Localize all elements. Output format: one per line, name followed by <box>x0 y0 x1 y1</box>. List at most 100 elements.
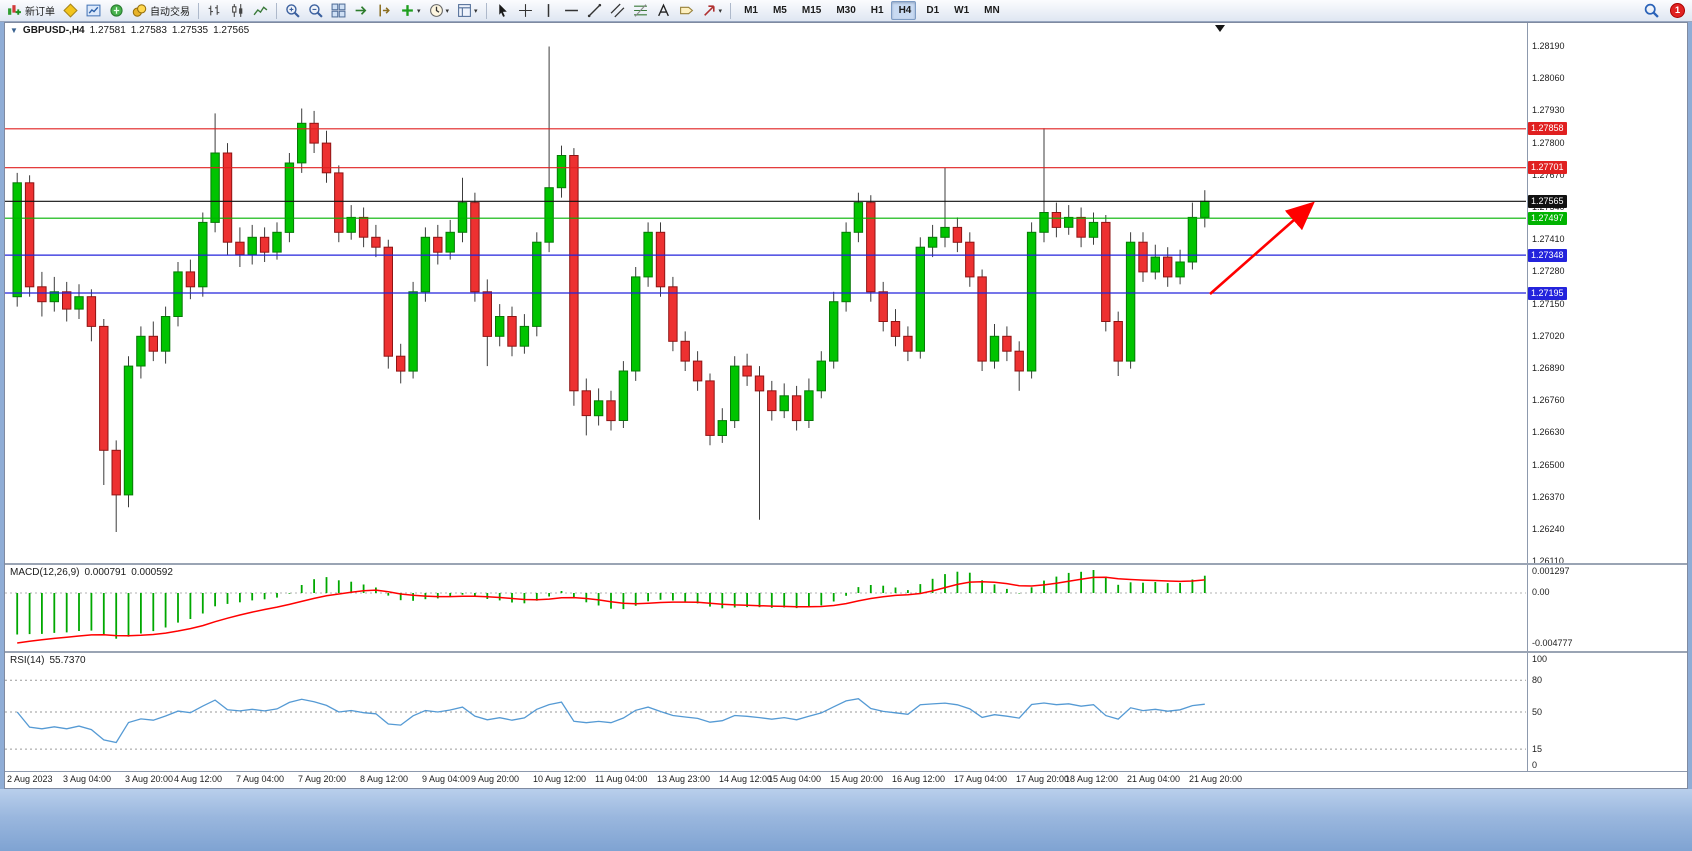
arrow-objects-dropdown-icon[interactable]: ▾ <box>718 7 723 15</box>
tf-m1-button[interactable]: M1 <box>736 1 763 20</box>
tf-m30-button[interactable]: M30 <box>828 1 860 20</box>
chart-shift-button[interactable] <box>374 1 395 20</box>
rsi-value: 55.7370 <box>49 655 86 666</box>
macd-scale-label: -0.004777 <box>1532 638 1573 648</box>
navigator-icon <box>109 3 124 18</box>
metaeditor-button[interactable] <box>60 1 81 20</box>
templates-dropdown-icon[interactable]: ▾ <box>474 7 478 15</box>
toolbar-groups: 新订单 自动交易 ▾ ▾ ▾ ▾ M1 M5 M15 M30 H1 H4 D1 W1 MN <box>3 1 1640 20</box>
price-line-label: 1.27348 <box>1528 249 1567 262</box>
rsi-scale-label: 50 <box>1532 707 1543 717</box>
indicators-icon <box>400 3 415 18</box>
main-price-panel: ▼ GBPUSD-,H4 1.27581 1.27583 1.27535 1.2… <box>5 23 1687 566</box>
trendline-button[interactable] <box>584 1 605 20</box>
tf-h4-button[interactable]: H4 <box>890 1 917 20</box>
vertical-line-button[interactable] <box>538 1 559 20</box>
price-tick: 1.26500 <box>1532 460 1565 470</box>
chart-shift-marker <box>1215 25 1225 32</box>
rsi-canvas[interactable] <box>5 653 1526 771</box>
tf-d1-button[interactable]: D1 <box>918 1 944 20</box>
periods-button[interactable]: ▾ <box>426 1 453 20</box>
auto-scroll-button[interactable] <box>351 1 372 20</box>
time-axis[interactable]: 2 Aug 2023 3 Aug 04:00 3 Aug 20:00 4 Aug 12… <box>5 771 1687 787</box>
periods-icon <box>429 3 444 18</box>
macd-plot-area[interactable]: MACD(12,26,9) 0.000791 0.000592 <box>5 565 1527 651</box>
templates-button[interactable]: ▾ <box>454 1 481 20</box>
main-plot-area[interactable]: ▼ GBPUSD-,H4 1.27581 1.27583 1.27535 1.2… <box>5 23 1527 563</box>
fibonacci-retracement-button[interactable] <box>630 1 651 20</box>
price-line-label: 1.27701 <box>1528 161 1567 174</box>
price-tick: 1.26370 <box>1532 492 1565 502</box>
time-label: 21 Aug 04:00 <box>1127 774 1181 784</box>
fibonacci-retracement-icon <box>633 3 648 18</box>
cursor-button[interactable] <box>492 1 513 20</box>
tf-m5-label: M5 <box>772 5 787 16</box>
time-label: 9 Aug 20:00 <box>471 774 520 784</box>
time-label: 3 Aug 04:00 <box>63 774 112 784</box>
periods-dropdown-icon[interactable]: ▾ <box>445 7 450 15</box>
time-label: 14 Aug 12:00 <box>719 774 773 784</box>
line-chart-icon <box>253 3 268 18</box>
search-button[interactable] <box>1641 1 1662 20</box>
price-tick: 1.26890 <box>1532 363 1565 373</box>
price-tick: 1.27930 <box>1532 105 1565 115</box>
autotrading-button[interactable]: 自动交易 <box>129 1 193 20</box>
macd-panel: MACD(12,26,9) 0.000791 0.000592 0.001297… <box>5 563 1687 651</box>
toolbar-separator <box>485 2 487 19</box>
toolbar-separator <box>730 2 732 19</box>
autotrading-label: 自动交易 <box>150 7 190 18</box>
chart-high-value: 1.27583 <box>130 25 167 36</box>
line-chart-button[interactable] <box>250 1 271 20</box>
tile-windows-button[interactable] <box>328 1 349 20</box>
text-label-button[interactable] <box>676 1 697 20</box>
horizontal-line-button[interactable] <box>561 1 582 20</box>
navigator-button[interactable] <box>106 1 127 20</box>
market-watch-button[interactable] <box>83 1 104 20</box>
bar-chart-icon <box>207 3 222 18</box>
tf-mn-button[interactable]: MN <box>976 1 1005 20</box>
tf-mn-label: MN <box>984 5 1000 16</box>
auto-scroll-icon <box>354 3 369 18</box>
indicators-button[interactable]: ▾ <box>397 1 424 20</box>
macd-canvas[interactable] <box>5 565 1526 651</box>
crosshair-button[interactable] <box>515 1 536 20</box>
bar-chart-button[interactable] <box>204 1 225 20</box>
tf-m5-button[interactable]: M5 <box>765 1 792 20</box>
arrow-objects-button[interactable]: ▾ <box>699 1 726 20</box>
toolbar-right-icons <box>1640 1 1663 20</box>
candlestick-chart-icon <box>230 3 245 18</box>
time-label: 18 Aug 12:00 <box>1065 774 1119 784</box>
time-label: 4 Aug 12:00 <box>174 774 223 784</box>
rsi-axis[interactable]: 100 80 50 15 0 <box>1527 653 1687 771</box>
rsi-scale-label: 80 <box>1532 675 1543 685</box>
chart-close-value: 1.27565 <box>213 25 250 36</box>
price-tick: 1.27800 <box>1532 138 1565 148</box>
time-label: 7 Aug 20:00 <box>298 774 347 784</box>
indicators-dropdown-icon[interactable]: ▾ <box>417 7 421 15</box>
equidistant-channel-button[interactable] <box>607 1 628 20</box>
zoom-in-icon <box>285 3 300 18</box>
chart-menu-icon[interactable]: ▼ <box>10 26 18 35</box>
notifications-badge[interactable]: 1 <box>1670 3 1685 18</box>
macd-signal-value: 0.000592 <box>131 567 173 578</box>
new-order-button[interactable]: 新订单 <box>4 1 58 20</box>
time-label: 16 Aug 12:00 <box>892 774 946 784</box>
macd-axis[interactable]: 0.001297 0.00 -0.004777 <box>1527 565 1687 651</box>
chart-window: ▼ GBPUSD-,H4 1.27581 1.27583 1.27535 1.2… <box>4 22 1688 789</box>
toolbar: 新订单 自动交易 ▾ ▾ ▾ ▾ M1 M5 M15 M30 H1 H4 D1 W1 MN 1 <box>0 0 1692 22</box>
price-axis[interactable]: 1.28190 1.28060 1.27930 1.27800 1.27670 1.275… <box>1527 23 1687 566</box>
tf-m15-button[interactable]: M15 <box>794 1 826 20</box>
tf-d1-label: D1 <box>926 5 940 16</box>
rsi-panel: RSI(14) 55.7370 100 80 50 15 0 <box>5 651 1687 771</box>
zoom-out-button[interactable] <box>305 1 326 20</box>
text-button[interactable] <box>653 1 674 20</box>
candlestick-chart-button[interactable] <box>227 1 248 20</box>
tf-w1-button[interactable]: W1 <box>946 1 974 20</box>
time-label: 21 Aug 20:00 <box>1189 774 1243 784</box>
rsi-plot-area[interactable]: RSI(14) 55.7370 <box>5 653 1527 771</box>
rsi-title: RSI(14) 55.7370 <box>10 655 86 666</box>
price-chart-canvas[interactable] <box>5 23 1526 563</box>
rsi-label: RSI(14) <box>10 655 45 666</box>
tf-h1-button[interactable]: H1 <box>863 1 889 20</box>
zoom-in-button[interactable] <box>282 1 303 20</box>
